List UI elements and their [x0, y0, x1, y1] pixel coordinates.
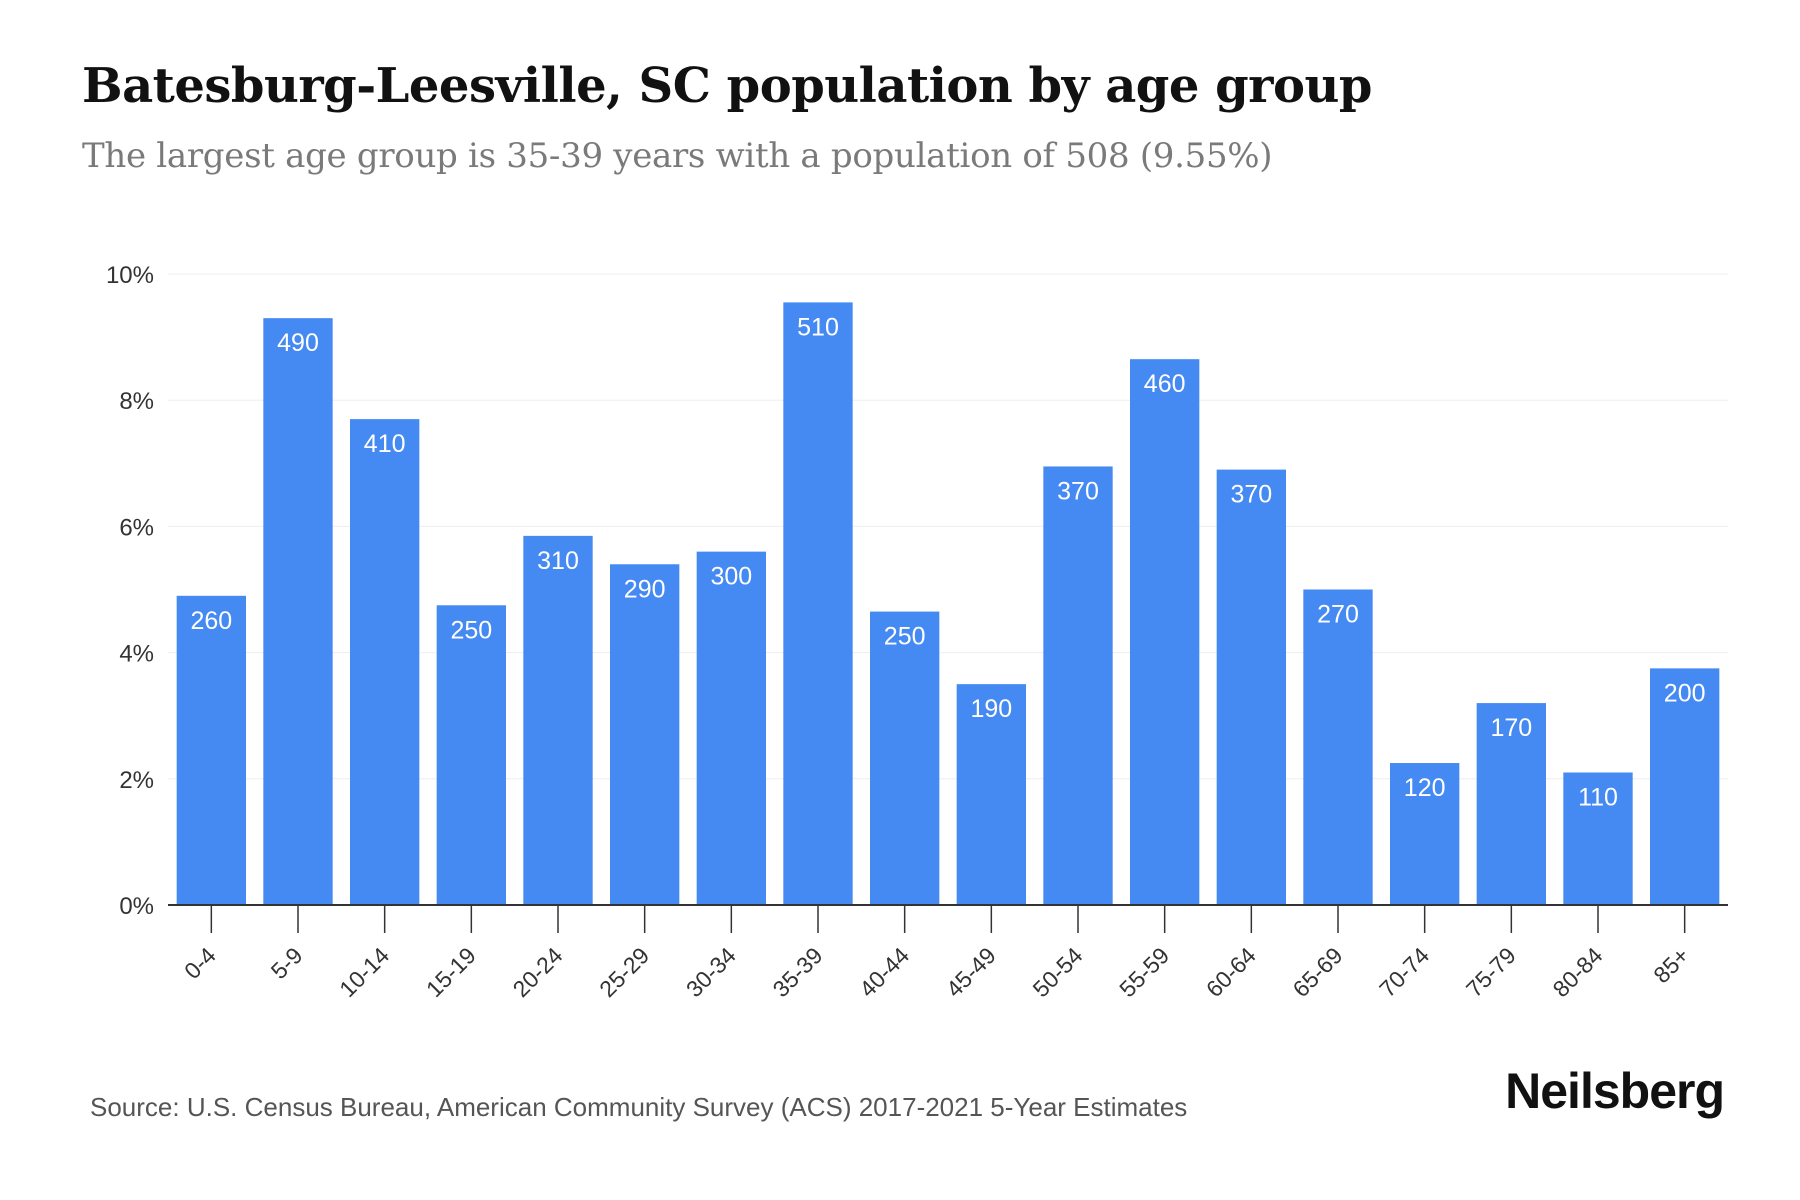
bar-value-label: 510: [797, 313, 839, 341]
x-tick-label: 15-19: [421, 942, 481, 1002]
bar: [523, 535, 593, 905]
bar: [1130, 359, 1200, 905]
bar-value-label: 250: [884, 623, 926, 651]
x-tick-label: 30-34: [681, 942, 741, 1002]
x-tick-label: 10-14: [334, 942, 394, 1002]
bar-value-label: 300: [710, 563, 752, 591]
chart-title: Batesburg-Leesville, SC population by ag…: [82, 58, 1372, 114]
bar: [1650, 668, 1720, 905]
bar: [1303, 589, 1373, 905]
x-tick-label: 50-54: [1028, 942, 1088, 1002]
bar: [956, 684, 1026, 905]
bar-value-label: 250: [450, 616, 492, 644]
bar-value-label: 460: [1144, 370, 1186, 398]
y-tick-label: 10%: [106, 262, 154, 289]
x-tick-label: 5-9: [266, 942, 308, 984]
bar-value-label: 110: [1578, 783, 1618, 811]
y-tick-label: 2%: [119, 767, 154, 794]
bar: [870, 611, 940, 905]
x-tick-label: 20-24: [508, 942, 568, 1002]
bar-value-label: 410: [364, 430, 406, 458]
x-tick-label: 40-44: [854, 942, 914, 1002]
x-tick-label: 35-39: [768, 942, 828, 1002]
x-tick-label: 85+: [1648, 942, 1694, 988]
bar-value-label: 290: [624, 575, 666, 603]
bar: [436, 605, 506, 905]
bar-value-label: 170: [1490, 714, 1532, 742]
bar-value-label: 260: [190, 607, 232, 635]
x-tick-label: 65-69: [1288, 942, 1348, 1002]
chart-subtitle: The largest age group is 35-39 years wit…: [82, 136, 1273, 176]
bar: [1216, 469, 1286, 905]
bar: [1563, 772, 1633, 905]
bar-value-label: 370: [1230, 481, 1272, 509]
bar: [263, 318, 333, 905]
bar: [1043, 466, 1113, 905]
bar: [696, 551, 766, 905]
x-tick-label: 25-29: [594, 942, 654, 1002]
y-tick-label: 8%: [119, 388, 154, 415]
bar: [783, 302, 853, 905]
bar-value-label: 310: [537, 547, 579, 575]
y-tick-label: 0%: [119, 893, 154, 920]
bar-value-label: 200: [1664, 679, 1706, 707]
bar: [610, 564, 680, 905]
bar-value-label: 190: [970, 695, 1012, 723]
x-tick-label: 80-84: [1548, 942, 1608, 1002]
brand-logo: Neilsberg: [1505, 1063, 1725, 1119]
x-tick-label: 0-4: [179, 942, 221, 984]
source-note: Source: U.S. Census Bureau, American Com…: [90, 1092, 1188, 1122]
y-tick-label: 4%: [119, 641, 154, 668]
bar: [350, 419, 420, 905]
bar-value-label: 120: [1404, 774, 1446, 802]
bar-value-label: 370: [1057, 477, 1099, 505]
bar: [1476, 703, 1546, 905]
bar: [176, 595, 246, 905]
x-tick-label: 70-74: [1374, 942, 1434, 1002]
x-tick-label: 75-79: [1461, 942, 1521, 1002]
y-tick-label: 6%: [119, 514, 154, 541]
bar: [1390, 763, 1460, 905]
bar-value-label: 270: [1317, 601, 1359, 629]
x-tick-label: 55-59: [1114, 942, 1174, 1002]
x-tick-label: 45-49: [941, 942, 1001, 1002]
bar-value-label: 490: [277, 329, 319, 357]
x-tick-label: 60-64: [1201, 942, 1261, 1002]
